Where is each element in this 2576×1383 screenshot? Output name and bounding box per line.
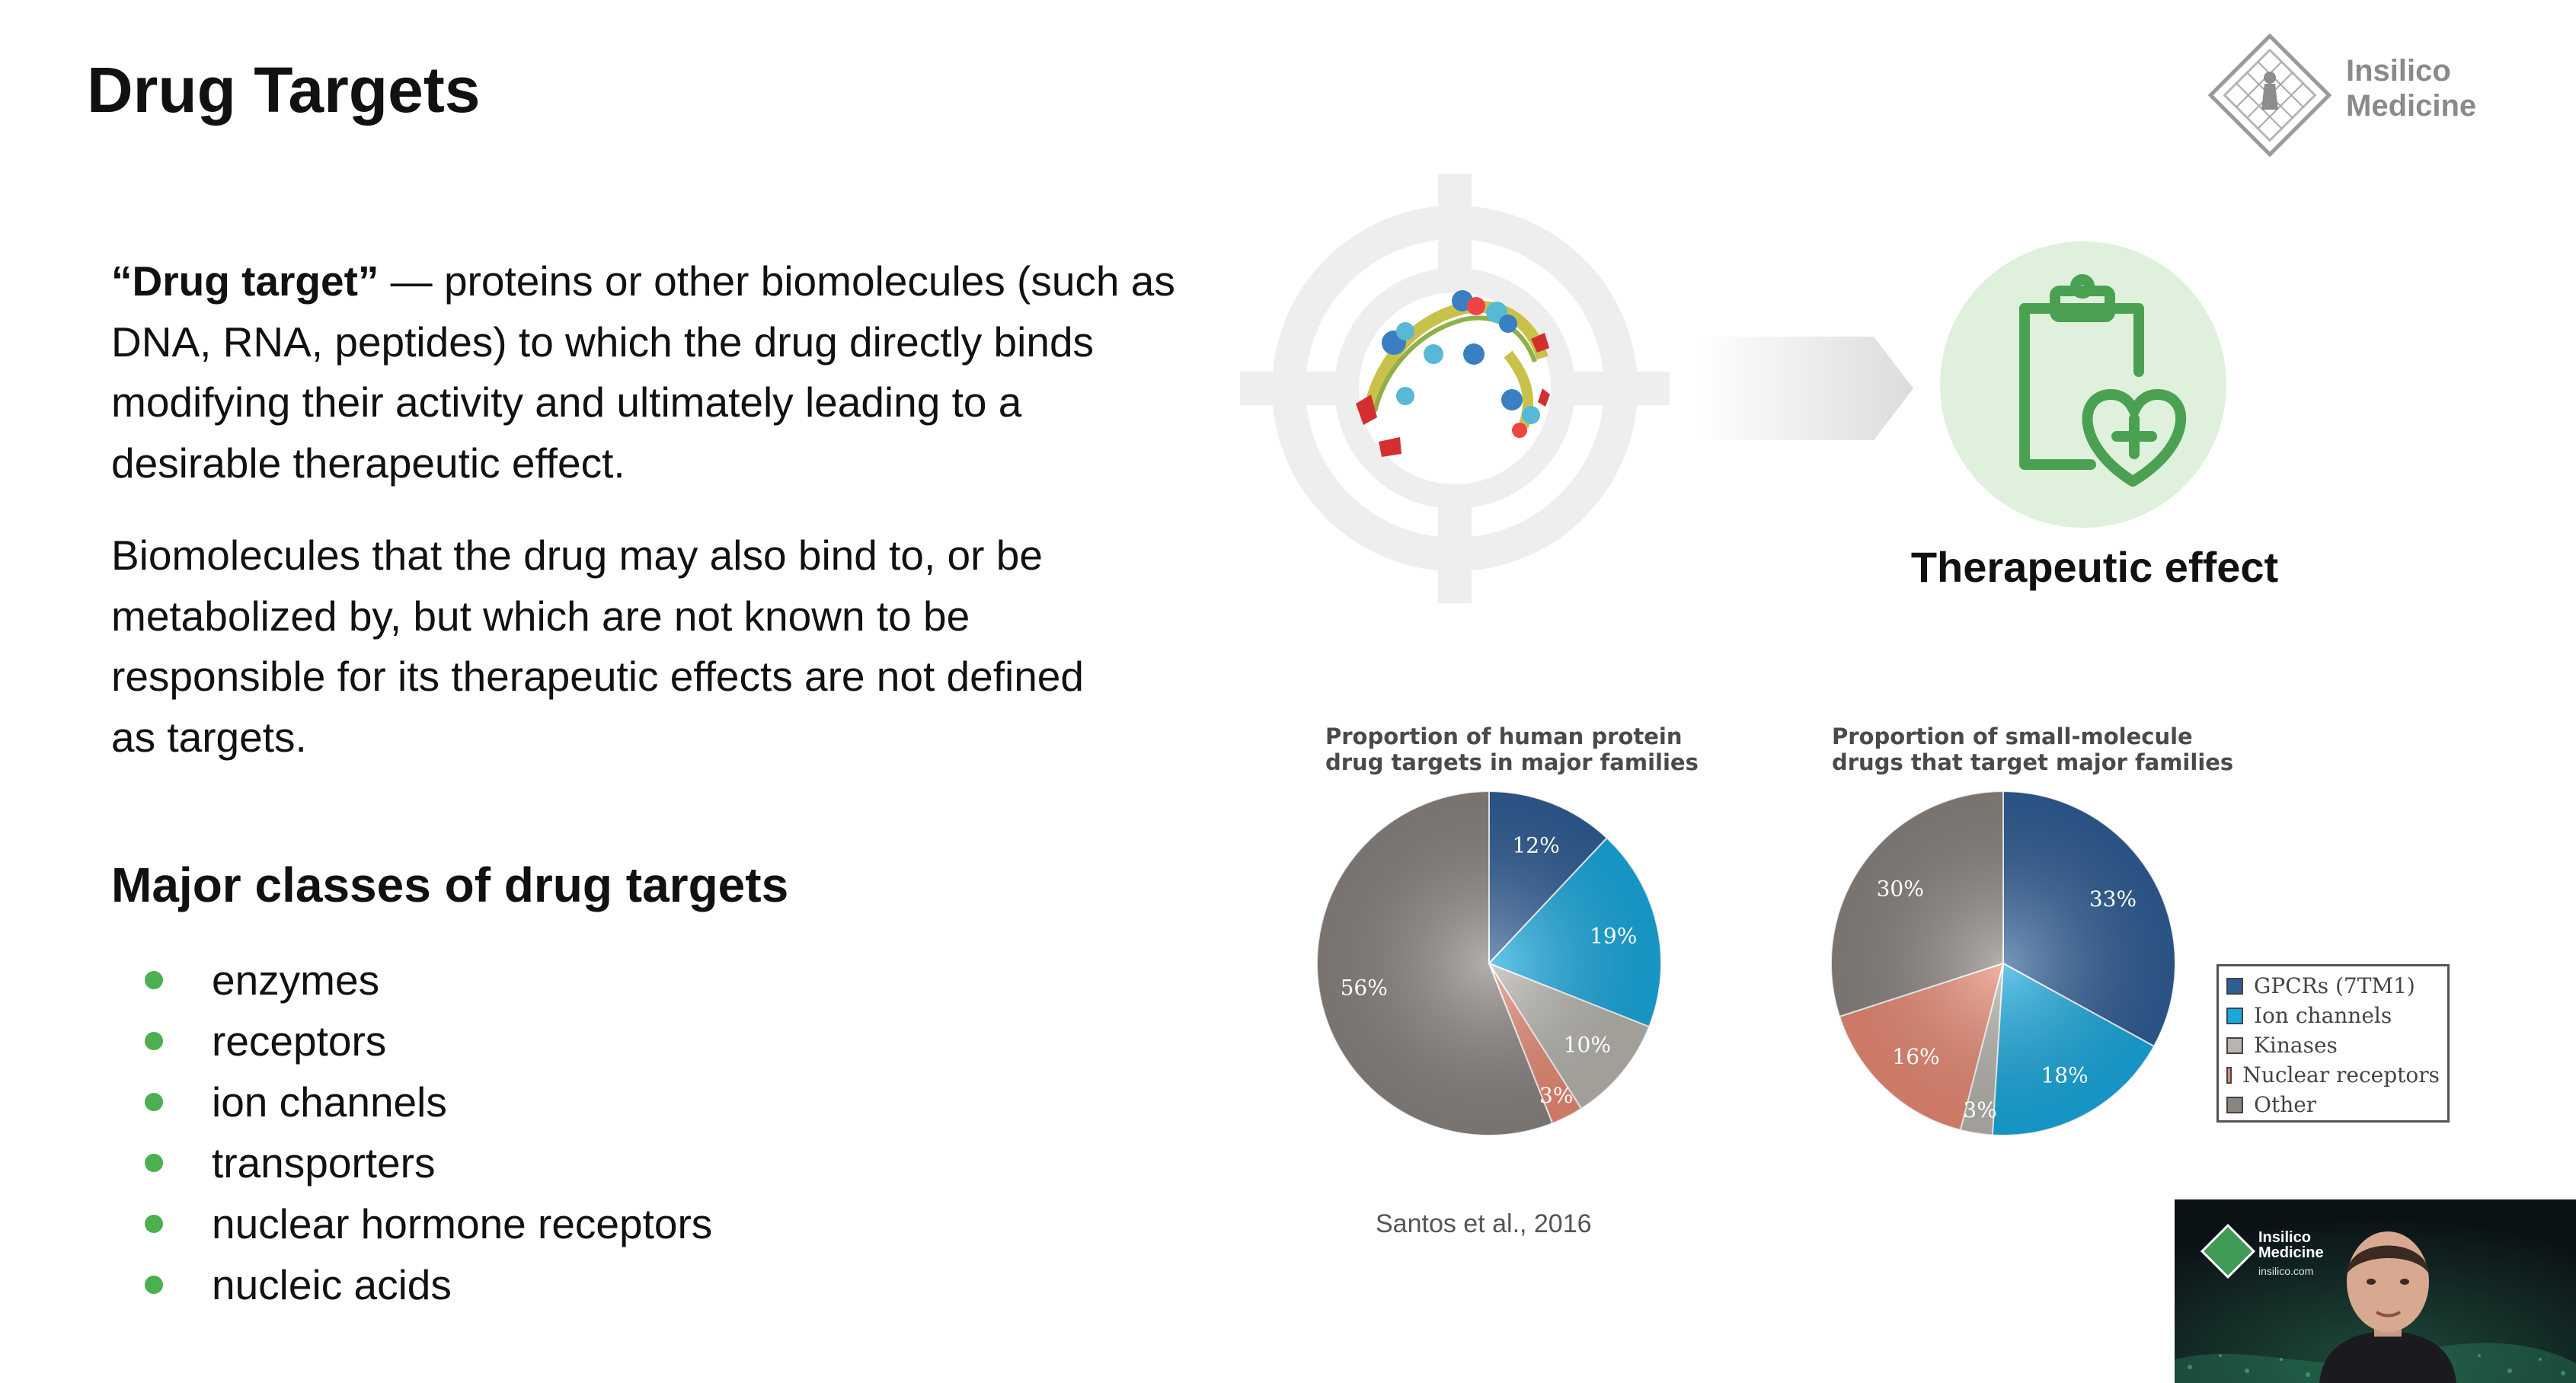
legend-label: Kinases <box>2254 1033 2338 1058</box>
classes-list: enzymes receptors ion channels transport… <box>145 950 712 1315</box>
chart-2-title: Proportion of small-molecule drugs that … <box>1832 723 2234 775</box>
list-item: nucleic acids <box>145 1254 712 1315</box>
legend-swatch <box>2226 1066 2232 1084</box>
list-item: enzymes <box>145 950 712 1011</box>
list-item-label: ion channels <box>212 1078 447 1126</box>
pie-data-label-kinases: 10% <box>1564 1033 1611 1058</box>
legend-swatch <box>2226 977 2243 995</box>
list-item-label: enzymes <box>212 957 380 1004</box>
therapy-graphic <box>1935 236 2232 533</box>
video-brand-url: insilico.com <box>2258 1265 2314 1277</box>
pie-data-label-kinases: 3% <box>1963 1097 1996 1123</box>
legend-swatch <box>2226 1036 2243 1054</box>
pie-data-label-gpcrs-7tm1: 33% <box>2089 886 2137 912</box>
bullet-icon <box>145 1154 163 1172</box>
legend-item-nuclear-receptors: Nuclear receptors <box>2226 1060 2440 1090</box>
classes-heading: Major classes of drug targets <box>111 858 789 912</box>
list-item: transporters <box>145 1132 712 1193</box>
legend-item-ion-channels: Ion channels <box>2226 1001 2440 1030</box>
pie-data-label-nuclear-receptors: 16% <box>1892 1044 1939 1069</box>
definition-term: “Drug target” <box>111 257 379 305</box>
crosshair-target-icon <box>1240 174 1670 603</box>
pie-shading <box>1317 791 1661 1135</box>
pie-data-label-other: 56% <box>1341 975 1388 1000</box>
chart-1-title: Proportion of human protein drug targets… <box>1325 723 1699 775</box>
diamond-logo-icon <box>2207 33 2332 158</box>
list-item-label: nucleic acids <box>212 1261 452 1308</box>
pie-chart-targets: 12% 19% 10% 3% 56% <box>1310 784 1668 1142</box>
bullet-icon <box>145 1093 163 1111</box>
logo-line-2: Medicine <box>2346 89 2477 123</box>
video-brand-line-2: Medicine <box>2258 1244 2324 1261</box>
bullet-icon <box>145 1276 163 1294</box>
legend-item-gpcrs: GPCRs (7TM1) <box>2226 971 2440 1001</box>
legend-swatch <box>2226 1007 2243 1024</box>
pie-chart-drugs: 33% 18% 3% 16% 30% <box>1824 784 2182 1142</box>
therapeutic-effect-label: Therapeutic effect <box>1910 543 2279 591</box>
definition-dash: — <box>379 257 444 305</box>
definition-text: proteins or other biomolecules (such as … <box>111 257 1175 487</box>
legend-label: Other <box>2254 1092 2317 1117</box>
video-frame-graphic <box>2175 1199 2576 1383</box>
pie-data-label-nuclear-receptors: 3% <box>1539 1083 1573 1108</box>
pie-shading <box>1831 791 2175 1135</box>
pie-data-label-other: 30% <box>1877 877 1924 902</box>
speaker-video[interactable]: Insilico Medicine insilico.com <box>2175 1199 2576 1383</box>
pie-data-label-ion-channels: 18% <box>2041 1063 2088 1088</box>
clipboard-heart-icon <box>1940 241 2226 528</box>
logo-line-1: Insilico <box>2346 54 2451 88</box>
chart-legend: GPCRs (7TM1) Ion channels Kinases Nuclea… <box>2216 964 2450 1123</box>
pie-data-label-ion-channels: 19% <box>1590 924 1637 949</box>
bullet-icon <box>145 1215 163 1233</box>
list-item-label: receptors <box>212 1017 387 1065</box>
arrow-right-icon <box>1699 337 1913 440</box>
citation: Santos et al., 2016 <box>1376 1209 1592 1238</box>
company-logo <box>2205 30 2510 160</box>
legend-label: Nuclear receptors <box>2242 1062 2440 1088</box>
legend-label: Ion channels <box>2254 1003 2392 1028</box>
arrow-graphic <box>1699 327 1927 449</box>
pie-data-label-gpcrs-7tm1: 12% <box>1512 833 1559 858</box>
legend-label: GPCRs (7TM1) <box>2254 973 2415 998</box>
pie-chart-drugs-svg: 33% 18% 3% 16% 30% <box>1830 790 2176 1136</box>
legend-item-kinases: Kinases <box>2226 1030 2440 1060</box>
legend-swatch <box>2226 1096 2243 1113</box>
video-logo-icon <box>2200 1223 2256 1279</box>
list-item: nuclear hormone receptors <box>145 1193 712 1254</box>
definition-paragraph: “Drug target” — proteins or other biomol… <box>111 251 1193 493</box>
pie-chart-targets-svg: 12% 19% 10% 3% 56% <box>1316 790 1662 1136</box>
list-item-label: transporters <box>212 1139 436 1187</box>
protein-structure-icon <box>1356 290 1550 457</box>
slide-title: Drug Targets <box>87 54 481 126</box>
bullet-icon <box>145 971 163 989</box>
speaker-avatar <box>2319 1231 2456 1383</box>
video-brand-line-1: Insilico <box>2258 1229 2311 1246</box>
list-item: receptors <box>145 1011 712 1072</box>
logo-wordmark: Insilico Medicine <box>2346 53 2476 123</box>
legend-item-other: Other <box>2226 1090 2440 1119</box>
list-item: ion channels <box>145 1072 712 1132</box>
video-brand-text: Insilico Medicine <box>2258 1230 2324 1260</box>
bullet-icon <box>145 1032 163 1050</box>
target-graphic <box>1234 168 1676 609</box>
non-target-note: Biomolecules that the drug may also bind… <box>111 532 1084 761</box>
list-item-label: nuclear hormone receptors <box>212 1200 713 1247</box>
